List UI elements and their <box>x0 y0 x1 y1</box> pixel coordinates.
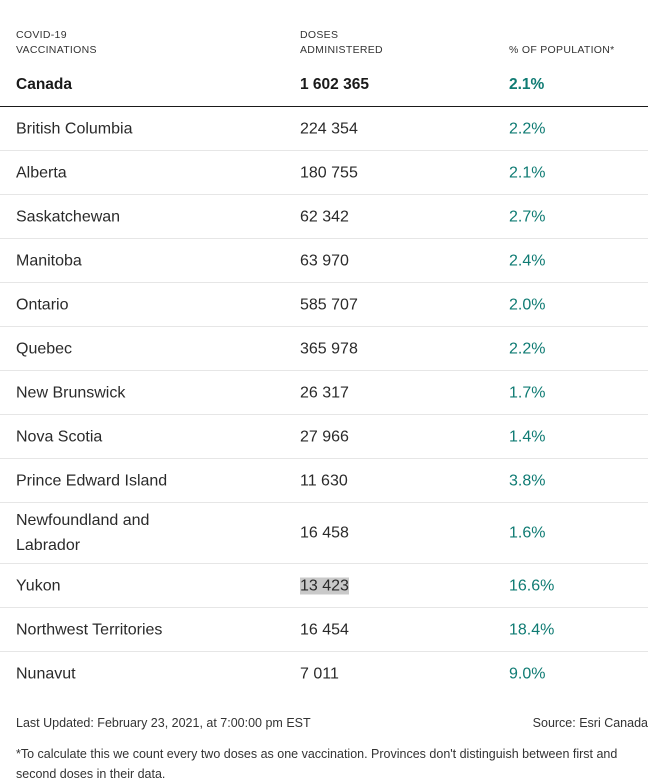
row-percent: 2.0% <box>509 296 546 313</box>
row-region: British Columbia <box>16 120 133 137</box>
row-percent: 1.7% <box>509 384 546 401</box>
row-region: New Brunswick <box>16 384 126 401</box>
total-percent: 2.1% <box>509 76 545 93</box>
row-doses: 13 423 <box>300 573 349 598</box>
row-percent: 18.4% <box>509 621 555 638</box>
row-percent: 3.8% <box>509 472 546 489</box>
row-region: Northwest Territories <box>16 621 163 638</box>
row-percent: 2.2% <box>509 340 546 357</box>
row-percent: 16.6% <box>509 577 555 594</box>
row-region: Ontario <box>16 296 69 313</box>
row-doses: 180 755 <box>300 164 358 181</box>
table-row: Nova Scotia 27 966 1.4% <box>0 415 648 459</box>
table-row: Newfoundland and Labrador 16 458 1.6% <box>0 503 648 564</box>
row-region: Manitoba <box>16 252 82 269</box>
row-region: Alberta <box>16 164 67 181</box>
highlighted-value: 13 423 <box>300 577 349 594</box>
row-region: Newfoundland and Labrador <box>16 512 150 554</box>
total-row: Canada 1 602 365 2.1% <box>0 66 648 107</box>
source-credit: Source: Esri Canada <box>532 716 648 730</box>
table-row: Northwest Territories 16 454 18.4% <box>0 608 648 652</box>
row-percent: 1.4% <box>509 428 546 445</box>
table-row: Nunavut 7 011 9.0% <box>0 652 648 695</box>
row-region: Saskatchewan <box>16 208 121 225</box>
row-doses: 7 011 <box>300 665 339 682</box>
row-doses: 27 966 <box>300 428 349 445</box>
table-row: Yukon 13 423 16.6% <box>0 564 648 608</box>
row-doses: 365 978 <box>300 340 358 357</box>
row-region: Nunavut <box>16 665 76 682</box>
table-row: Saskatchewan 62 342 2.7% <box>0 195 648 239</box>
row-region: Nova Scotia <box>16 428 103 445</box>
table-row: Quebec 365 978 2.2% <box>0 327 648 371</box>
row-percent: 2.4% <box>509 252 546 269</box>
table-header: COVID-19 VACCINATIONS DOSES ADMINISTERED… <box>0 28 661 62</box>
row-region: Prince Edward Island <box>16 472 168 489</box>
row-percent: 2.2% <box>509 120 546 137</box>
table-row: New Brunswick 26 317 1.7% <box>0 371 648 415</box>
row-doses: 585 707 <box>300 296 358 313</box>
table-row: Alberta 180 755 2.1% <box>0 151 648 195</box>
total-region: Canada <box>16 76 72 93</box>
row-percent: 1.6% <box>509 524 546 542</box>
table-row: Prince Edward Island 11 630 3.8% <box>0 459 648 503</box>
row-doses: 16 458 <box>300 524 349 542</box>
header-region: COVID-19 VACCINATIONS <box>16 29 97 56</box>
table-row: British Columbia 224 354 2.2% <box>0 107 648 151</box>
header-percent: % OF POPULATION* <box>509 44 615 56</box>
last-updated: Last Updated: February 23, 2021, at 7:00… <box>16 716 311 730</box>
total-doses: 1 602 365 <box>300 76 369 93</box>
row-percent: 2.7% <box>509 208 546 225</box>
row-doses: 224 354 <box>300 120 358 137</box>
row-doses: 26 317 <box>300 384 349 401</box>
footnote: *To calculate this we count every two do… <box>16 747 618 781</box>
province-rows: British Columbia 224 354 2.2% Alberta 18… <box>0 107 648 695</box>
row-doses: 63 970 <box>300 252 349 269</box>
row-doses: 62 342 <box>300 208 349 225</box>
header-doses: DOSES ADMINISTERED <box>300 29 383 56</box>
table-row: Ontario 585 707 2.0% <box>0 283 648 327</box>
row-percent: 9.0% <box>509 665 546 682</box>
row-region: Quebec <box>16 340 73 357</box>
row-percent: 2.1% <box>509 164 546 181</box>
row-doses: 11 630 <box>300 472 348 489</box>
row-region: Yukon <box>16 577 61 594</box>
row-doses: 16 454 <box>300 621 349 638</box>
table-row: Manitoba 63 970 2.4% <box>0 239 648 283</box>
